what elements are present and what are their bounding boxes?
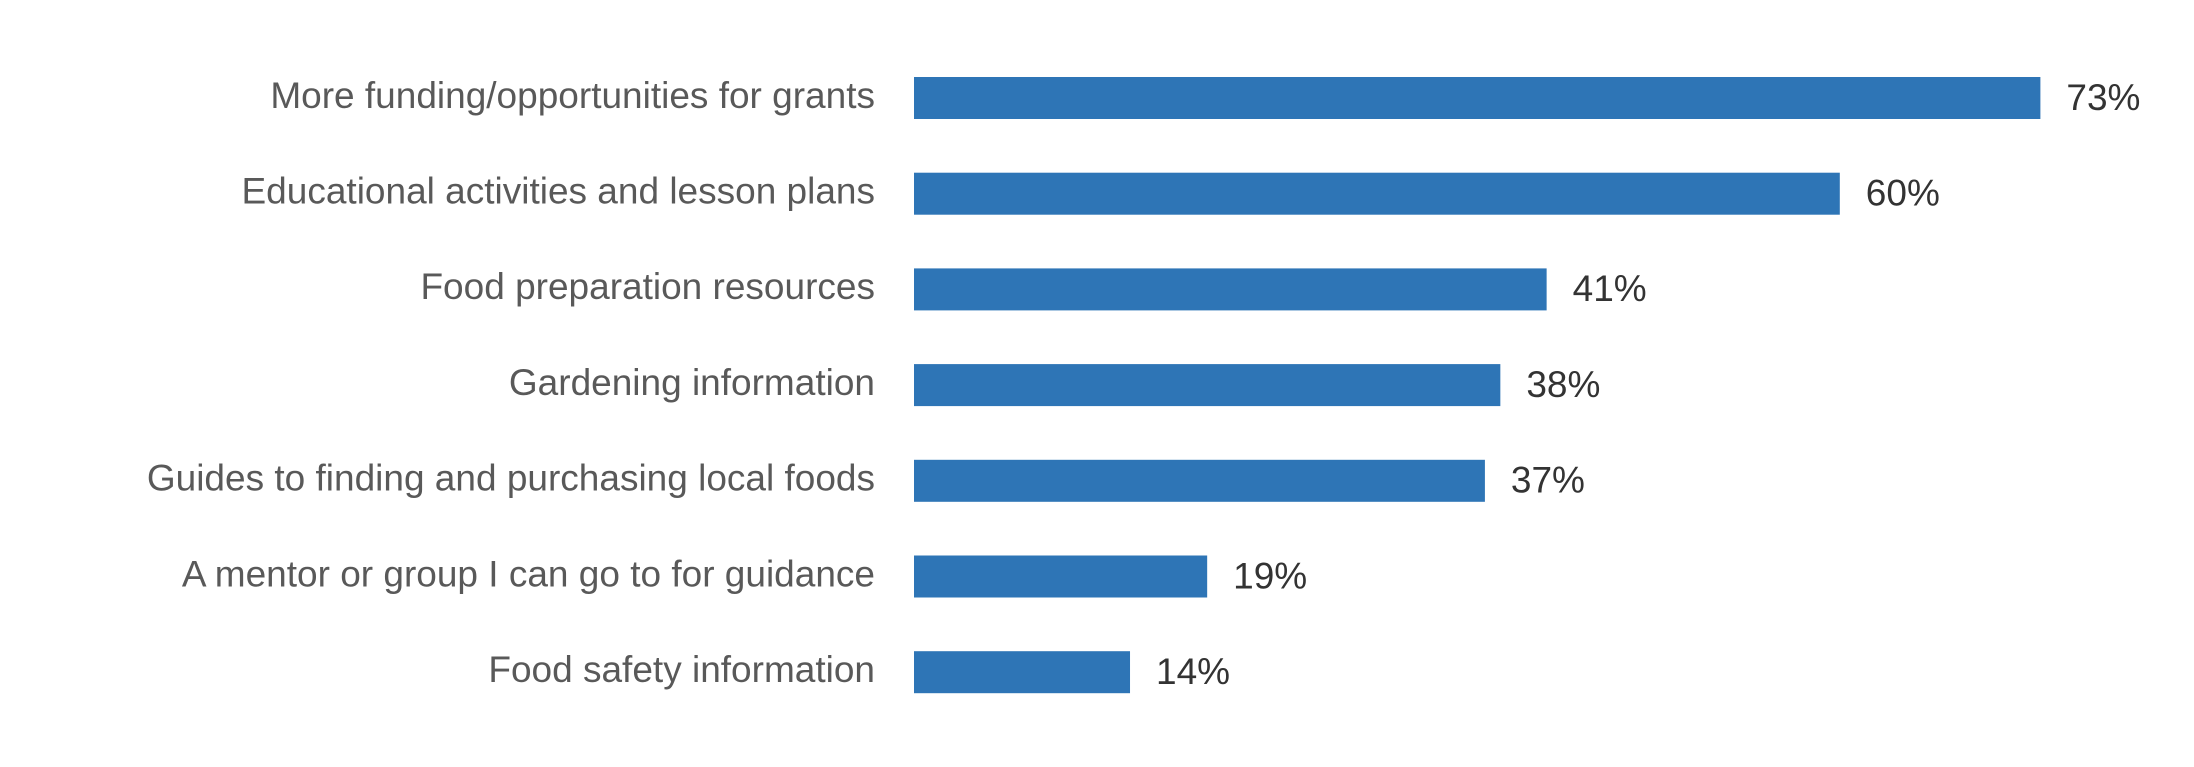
category-label: Food safety information [488, 649, 875, 690]
value-label: 73% [2066, 77, 2140, 118]
category-label: A mentor or group I can go to for guidan… [182, 553, 875, 594]
value-label: 37% [1511, 460, 1585, 501]
bar [914, 77, 2041, 119]
category-label: Guides to finding and purchasing local f… [147, 458, 875, 499]
value-label: 19% [1233, 555, 1307, 596]
value-label: 14% [1156, 651, 1230, 692]
value-label: 38% [1526, 364, 1600, 405]
category-label: Educational activities and lesson plans [242, 170, 876, 211]
bar [914, 459, 1485, 502]
bar [914, 555, 1208, 598]
category-label: More funding/opportunities for grants [270, 75, 875, 116]
value-label: 60% [1866, 172, 1940, 213]
bar [914, 172, 1840, 215]
value-label: 41% [1573, 268, 1647, 309]
bar [914, 268, 1547, 311]
category-label: Food preparation resources [420, 266, 875, 307]
category-label: Gardening information [509, 362, 875, 403]
bar [914, 651, 1131, 694]
bar [914, 364, 1501, 407]
